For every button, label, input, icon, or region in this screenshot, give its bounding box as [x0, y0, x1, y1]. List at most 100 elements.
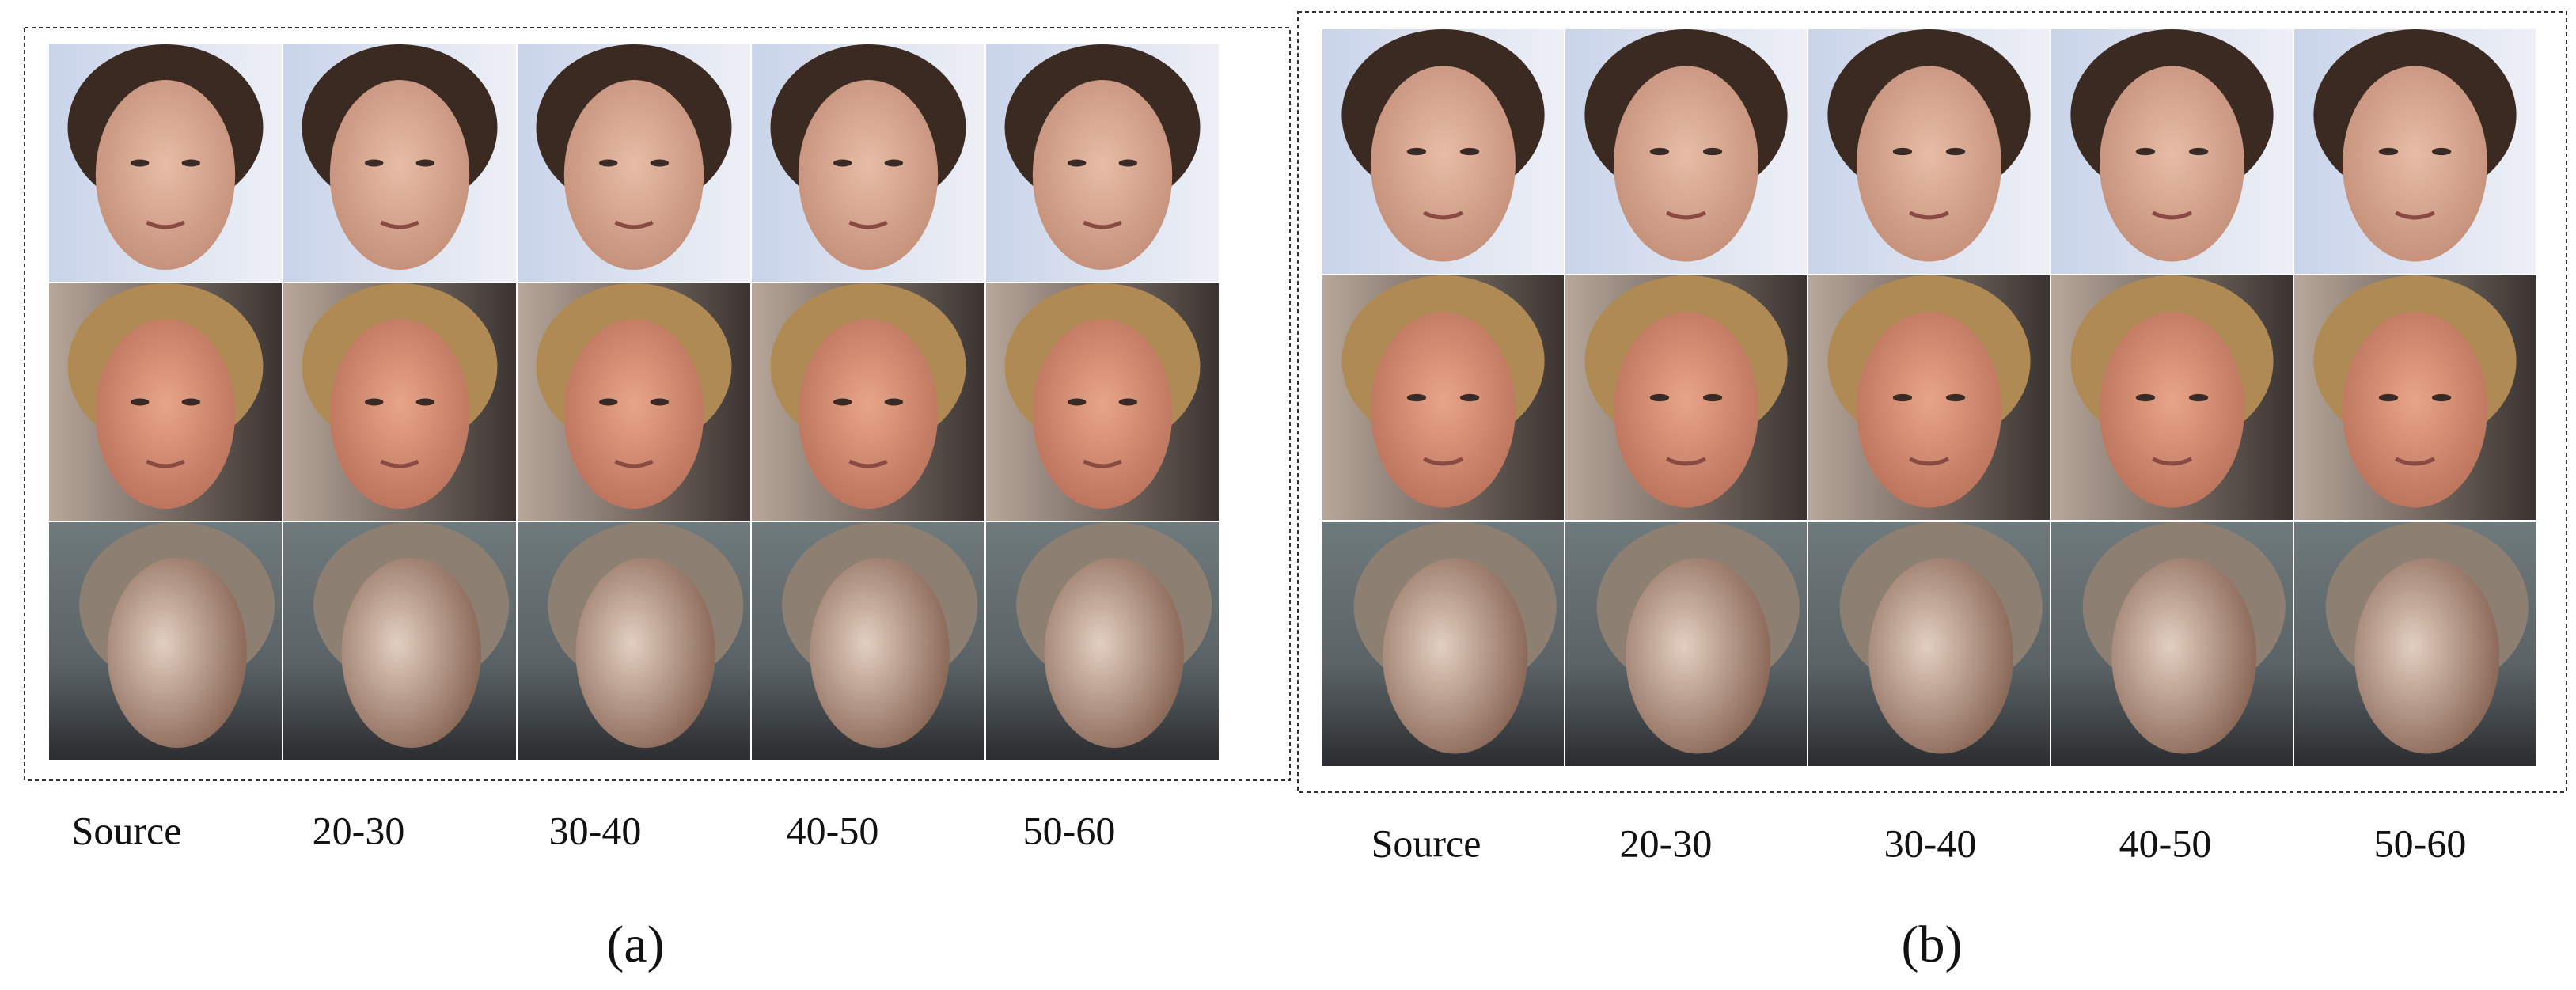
face: [1371, 66, 1516, 262]
eye: [884, 398, 904, 406]
eye: [1649, 147, 1670, 156]
eye: [364, 159, 384, 167]
panel: Source 20-30 30-40 40-50 50-60 (b): [1297, 11, 2567, 973]
mouth: [2151, 211, 2193, 220]
eye: [181, 159, 201, 167]
face: [1032, 80, 1173, 270]
face: [2100, 66, 2244, 262]
mouth: [614, 220, 654, 229]
face-image: [752, 522, 984, 760]
panel: Source 20-30 30-40 40-50 50-60 (a): [24, 27, 1291, 973]
mouth: [380, 459, 419, 468]
face-image: [518, 44, 750, 282]
mouth: [1908, 211, 1950, 220]
column-label: 50-60: [2374, 821, 2467, 865]
face-image: [2051, 522, 2293, 766]
eye: [415, 398, 435, 406]
face: [2343, 312, 2487, 508]
eye: [1892, 147, 1913, 156]
face-image: [518, 522, 750, 760]
face: [563, 80, 704, 270]
mouth: [2394, 211, 2436, 220]
face: [798, 319, 939, 509]
column-label: Source: [1371, 821, 1481, 865]
mouth: [848, 459, 888, 468]
mouth: [1083, 220, 1122, 229]
face: [1614, 312, 1758, 508]
face-image: [49, 44, 282, 282]
face: [1626, 558, 1771, 754]
eye: [1406, 147, 1427, 156]
face-image: [1808, 522, 2050, 766]
eye: [1649, 393, 1670, 402]
eye: [1118, 398, 1138, 406]
panel-label: (a): [606, 916, 664, 973]
face-image: [1322, 28, 1564, 274]
mouth: [1908, 457, 1950, 466]
mouth: [380, 220, 419, 229]
face-image: [2051, 275, 2293, 520]
eye: [1459, 393, 1480, 402]
face-image: [1565, 522, 1807, 766]
face-image: [2051, 28, 2293, 274]
mouth: [614, 459, 654, 468]
face: [798, 80, 939, 270]
face: [1383, 558, 1528, 754]
face: [1857, 66, 2001, 262]
eye: [1945, 147, 1966, 156]
face: [810, 558, 950, 748]
face-image: [1322, 522, 1564, 766]
column-label: 40-50: [787, 808, 879, 852]
face-image: [986, 522, 1219, 760]
face-image: [986, 283, 1219, 521]
mouth: [1422, 457, 1464, 466]
eye: [1702, 147, 1723, 156]
face: [107, 558, 247, 748]
eye: [598, 159, 618, 167]
eye: [650, 398, 670, 406]
face-image: [986, 44, 1219, 282]
eye: [1118, 159, 1138, 167]
eye: [364, 398, 384, 406]
face-image: [283, 522, 516, 760]
face-image: [1565, 28, 1807, 274]
eye: [1067, 159, 1087, 167]
mouth: [1665, 211, 1707, 220]
mouth: [2151, 457, 2193, 466]
eye: [181, 398, 201, 406]
face-image: [49, 283, 282, 521]
eye: [2188, 393, 2209, 402]
mouth: [2394, 457, 2436, 466]
face-image: [283, 44, 516, 282]
eye: [2431, 393, 2452, 402]
panel-border: [1297, 11, 2567, 793]
face: [329, 80, 470, 270]
column-label: 50-60: [1023, 808, 1116, 852]
eye: [650, 159, 670, 167]
face-image: [2294, 28, 2536, 274]
eye: [130, 159, 150, 167]
eye: [833, 398, 852, 406]
eye: [598, 398, 618, 406]
eye: [884, 159, 904, 167]
eye: [2135, 393, 2156, 402]
face: [1032, 319, 1173, 509]
eye: [130, 398, 150, 406]
panel-border: [24, 27, 1291, 781]
column-label: Source: [72, 808, 182, 852]
face: [2354, 558, 2500, 754]
column-label: 30-40: [549, 808, 642, 852]
face: [2100, 312, 2244, 508]
face: [2111, 558, 2257, 754]
eye: [1067, 398, 1087, 406]
face-image: [752, 283, 984, 521]
eye: [1892, 393, 1913, 402]
column-label: 40-50: [2119, 821, 2212, 865]
face: [1044, 558, 1184, 748]
eye: [2188, 147, 2209, 156]
face: [2343, 66, 2487, 262]
face-image: [518, 283, 750, 521]
eye: [2135, 147, 2156, 156]
eye: [2378, 147, 2399, 156]
